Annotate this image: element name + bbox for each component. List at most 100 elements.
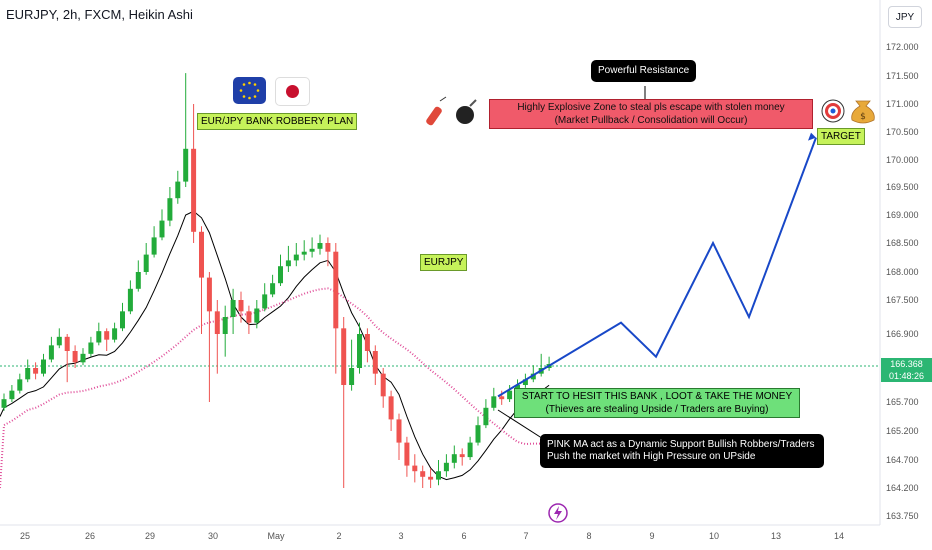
price-tick: 169.000 xyxy=(886,210,919,220)
candle-body xyxy=(530,373,536,380)
price-axis: 172.000 171.500 171.000 170.500 170.000 169.5… xyxy=(879,0,919,525)
price-tick: 164.200 xyxy=(886,483,919,493)
candle-body xyxy=(270,283,276,295)
candle-body xyxy=(451,454,457,463)
time-axis: 25 26 29 30 May 2 3 6 7 8 9 10 13 14 xyxy=(0,524,880,541)
candle-body xyxy=(443,462,449,472)
price-tick: 164.700 xyxy=(886,455,919,465)
candles xyxy=(1,73,552,488)
candle-body xyxy=(412,465,418,472)
time-tick: 25 xyxy=(20,531,30,541)
current-price-value: 166.368 xyxy=(890,359,923,369)
candle-body xyxy=(515,385,520,391)
dynamite-icon xyxy=(426,96,447,126)
candle-body xyxy=(491,396,497,408)
price-tick: 168.500 xyxy=(886,238,919,248)
candle-body xyxy=(404,442,410,466)
candle-body xyxy=(33,368,39,374)
candle-body xyxy=(80,353,86,363)
candle-body xyxy=(254,308,260,323)
resistance-zone-box: Highly Explosive Zone to steal pls escap… xyxy=(489,99,813,129)
candle-body xyxy=(293,254,299,261)
time-tick: 8 xyxy=(586,531,591,541)
price-tick: 170.000 xyxy=(886,155,919,165)
candle-body xyxy=(388,396,394,420)
candle-body xyxy=(246,311,252,323)
candle-body xyxy=(467,442,473,458)
candle-body xyxy=(25,368,31,380)
candle-body xyxy=(151,237,157,255)
candle-body xyxy=(1,399,7,408)
candle-body xyxy=(428,476,434,480)
candle-body xyxy=(206,277,212,312)
time-tick: 2 xyxy=(336,531,341,541)
candle-body xyxy=(301,251,307,255)
candle-body xyxy=(396,419,402,443)
entry-line-1: START TO HESIT THIS BANK , LOOT & TAKE T… xyxy=(521,391,793,402)
price-tick: 166.900 xyxy=(886,329,919,339)
candle-body xyxy=(96,331,102,343)
candle-body xyxy=(48,345,54,360)
ma-black-line xyxy=(0,210,550,481)
time-tick: 29 xyxy=(145,531,155,541)
ma-pink-line xyxy=(0,287,550,489)
eu-flag-icon xyxy=(233,77,266,104)
candle-body xyxy=(459,454,465,458)
candle-body xyxy=(522,379,528,385)
price-tick: 165.700 xyxy=(886,397,919,407)
chart-header-title: EURJPY, 2h, FXCM, Heikin Ashi xyxy=(6,7,193,22)
plan-label: EUR/JPY BANK ROBBERY PLAN xyxy=(197,113,358,130)
candle-body xyxy=(238,300,244,312)
price-tick: 172.000 xyxy=(886,42,919,52)
projection-path xyxy=(497,132,817,398)
candle-body xyxy=(507,390,513,400)
time-tick: 13 xyxy=(771,531,781,541)
price-tick: 171.500 xyxy=(886,71,919,81)
time-tick: 14 xyxy=(834,531,844,541)
candle-body xyxy=(333,251,339,329)
candle-body xyxy=(499,396,505,400)
target-label: TARGET xyxy=(817,128,865,145)
candle-body xyxy=(41,359,46,374)
entry-zone-box: START TO HESIT THIS BANK , LOOT & TAKE T… xyxy=(514,388,800,418)
candle-body xyxy=(372,351,378,374)
candle-body xyxy=(364,334,370,351)
currency-badge[interactable]: JPY xyxy=(888,6,922,28)
candle-body xyxy=(112,328,118,340)
candle-body xyxy=(475,425,481,443)
candle-body xyxy=(183,148,189,182)
candle-body xyxy=(285,260,291,267)
candle-body xyxy=(64,336,70,351)
japan-flag-icon xyxy=(275,77,310,106)
candle-body xyxy=(262,294,268,309)
svg-text:$: $ xyxy=(860,112,866,122)
candle-body xyxy=(341,328,347,385)
ma-callout: PINK MA act as a Dynamic Support Bullish… xyxy=(540,434,824,468)
candle-body xyxy=(104,331,110,340)
candle-body xyxy=(135,272,141,289)
price-tick: 168.000 xyxy=(886,267,919,277)
candle-body xyxy=(222,317,228,334)
zone-line-1: Highly Explosive Zone to steal pls escap… xyxy=(517,102,785,113)
candle-body xyxy=(88,342,94,354)
candle-body xyxy=(56,336,62,346)
candle-body xyxy=(349,368,355,385)
candle-body xyxy=(175,181,181,199)
ma-line-2: Push the market with High Pressure on UP… xyxy=(547,451,756,462)
current-price-tag: 166.368 01:48:26 xyxy=(881,358,932,382)
time-tick: 3 xyxy=(398,531,403,541)
candle-body xyxy=(380,373,386,397)
candle-body xyxy=(278,266,283,284)
candle-body xyxy=(72,351,78,363)
candle-body xyxy=(357,334,362,368)
candle-body xyxy=(159,220,165,238)
candle-body xyxy=(214,311,220,334)
price-tick: 170.500 xyxy=(886,127,919,137)
symbol-label: EURJPY xyxy=(420,254,468,271)
lightning-icon[interactable] xyxy=(548,503,568,523)
time-tick: 30 xyxy=(208,531,218,541)
time-tick: 9 xyxy=(649,531,654,541)
candle-body xyxy=(120,311,125,329)
candle-body xyxy=(143,254,149,272)
resistance-callout: Powerful Resistance xyxy=(591,60,697,82)
